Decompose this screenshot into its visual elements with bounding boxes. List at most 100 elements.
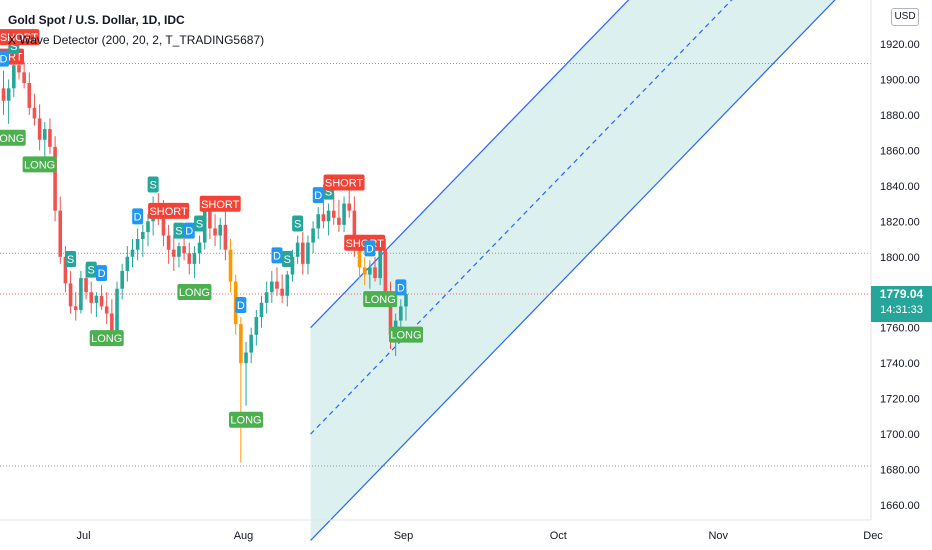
signal-label-text: D bbox=[134, 211, 142, 223]
x-tick-label: Dec bbox=[863, 530, 883, 542]
candle-body bbox=[22, 72, 26, 84]
y-tick-label: 1860.00 bbox=[880, 145, 920, 157]
candle-body bbox=[352, 210, 357, 247]
signal-label-text: S bbox=[196, 218, 203, 230]
candle-body bbox=[89, 292, 94, 303]
y-tick-label: 1820.00 bbox=[880, 216, 920, 228]
candle-body bbox=[228, 249, 233, 282]
signal-label-box bbox=[132, 208, 144, 225]
y-tick-label: 1800.00 bbox=[880, 252, 920, 264]
signal-label-text: SHORT bbox=[149, 206, 188, 218]
candle-body bbox=[254, 317, 259, 335]
signal-label-text: S bbox=[10, 41, 17, 53]
candle-body bbox=[342, 203, 346, 225]
candlesticks bbox=[1, 51, 408, 463]
candle-body bbox=[300, 242, 305, 264]
candle-body bbox=[53, 146, 57, 211]
x-tick-label: Nov bbox=[708, 530, 728, 542]
channel-upper-line bbox=[310, 0, 630, 329]
signal-label-text: D bbox=[273, 250, 281, 262]
candle-body bbox=[306, 242, 310, 264]
candle-body bbox=[166, 235, 171, 250]
signal-label-text: LONG bbox=[91, 333, 122, 345]
candle-body bbox=[110, 313, 114, 332]
y-tick-label: 1700.00 bbox=[880, 429, 920, 441]
candle-body bbox=[197, 242, 202, 254]
candle-body bbox=[48, 129, 52, 147]
signal-label-box bbox=[0, 129, 26, 146]
y-tick-label: 1680.00 bbox=[880, 465, 920, 477]
signal-label-box bbox=[388, 326, 423, 343]
candle-body bbox=[37, 118, 42, 140]
signal-label-text: LONG bbox=[24, 159, 55, 171]
candle-body bbox=[326, 210, 331, 222]
candle-body bbox=[1, 88, 6, 101]
candle-body bbox=[208, 210, 212, 229]
last-price-label: 1779.04 14:31:33 bbox=[871, 286, 932, 322]
signal-label-text: LONG bbox=[0, 133, 24, 145]
signal-label-text: S bbox=[284, 254, 291, 266]
signal-label-text: S bbox=[88, 265, 95, 277]
indicator-title[interactable]: X Wave Detector (200, 20, 2, T_TRADING56… bbox=[8, 33, 265, 47]
signal-label-text: S bbox=[325, 187, 332, 199]
candle-body bbox=[331, 210, 336, 218]
signal-label-box bbox=[96, 265, 108, 282]
candle-body bbox=[295, 242, 300, 257]
y-tick-label: 1900.00 bbox=[880, 74, 920, 86]
candle-body bbox=[383, 249, 388, 293]
currency-button[interactable]: USD bbox=[891, 8, 919, 26]
signal-label-text: D bbox=[366, 243, 374, 255]
candle-body bbox=[73, 306, 78, 310]
candle-body bbox=[187, 253, 192, 264]
signal-label-box bbox=[364, 240, 376, 257]
candle-body bbox=[223, 224, 228, 250]
signal-labels: SHORTSSHORTDLONGLONGSSDLONGSSHORTDSDLONG… bbox=[0, 29, 423, 428]
candle-body bbox=[280, 288, 284, 296]
signal-label-box bbox=[363, 291, 398, 308]
signal-label-text: S bbox=[175, 226, 182, 238]
symbol-title[interactable]: Gold Spot / U.S. Dollar, 1D, IDC bbox=[8, 13, 185, 27]
x-tick-label: Oct bbox=[550, 530, 567, 542]
signal-label-text: D bbox=[237, 300, 245, 312]
signal-label-text: D bbox=[314, 190, 322, 202]
horizontal-levels bbox=[0, 63, 871, 467]
candle-body bbox=[125, 256, 130, 271]
signal-label-box bbox=[281, 250, 293, 267]
signal-label-box bbox=[0, 29, 40, 46]
signal-label-text: D bbox=[98, 268, 106, 280]
candle-body bbox=[378, 249, 382, 279]
candle-body bbox=[264, 292, 269, 303]
signal-label-box bbox=[85, 261, 97, 278]
y-tick-label: 1660.00 bbox=[880, 500, 920, 512]
y-tick-label: 1740.00 bbox=[880, 358, 920, 370]
chart-legend: Gold Spot / U.S. Dollar, 1D, IDC X Wave … bbox=[8, 10, 264, 50]
candle-body bbox=[347, 203, 352, 211]
signal-label-box bbox=[292, 215, 304, 232]
y-tick-label: 1760.00 bbox=[880, 323, 920, 335]
signal-label-box bbox=[183, 222, 195, 239]
signal-label-text: SHORT bbox=[0, 32, 38, 44]
signal-label-text: SHORT bbox=[325, 177, 364, 189]
signal-label-box bbox=[147, 176, 159, 193]
candle-body bbox=[146, 221, 150, 232]
candle-body bbox=[79, 278, 83, 310]
candle-body bbox=[141, 231, 145, 240]
candle-body bbox=[368, 267, 372, 275]
signal-label-box bbox=[271, 247, 283, 264]
signal-label-box bbox=[65, 250, 77, 267]
y-tick-label: 1920.00 bbox=[880, 39, 920, 51]
candle-body bbox=[399, 306, 403, 321]
candle-body bbox=[285, 274, 290, 296]
candle-body bbox=[218, 224, 223, 236]
candle-body bbox=[357, 246, 362, 268]
candle-body bbox=[32, 107, 37, 119]
candle-body bbox=[182, 246, 186, 254]
candle-body bbox=[275, 281, 279, 289]
candle-body bbox=[135, 239, 140, 250]
candle-body bbox=[42, 129, 47, 140]
candle-body bbox=[120, 270, 124, 289]
signal-label-box bbox=[199, 195, 241, 212]
x-tick-label: Sep bbox=[394, 530, 414, 542]
y-tick-label: 1720.00 bbox=[880, 394, 920, 406]
